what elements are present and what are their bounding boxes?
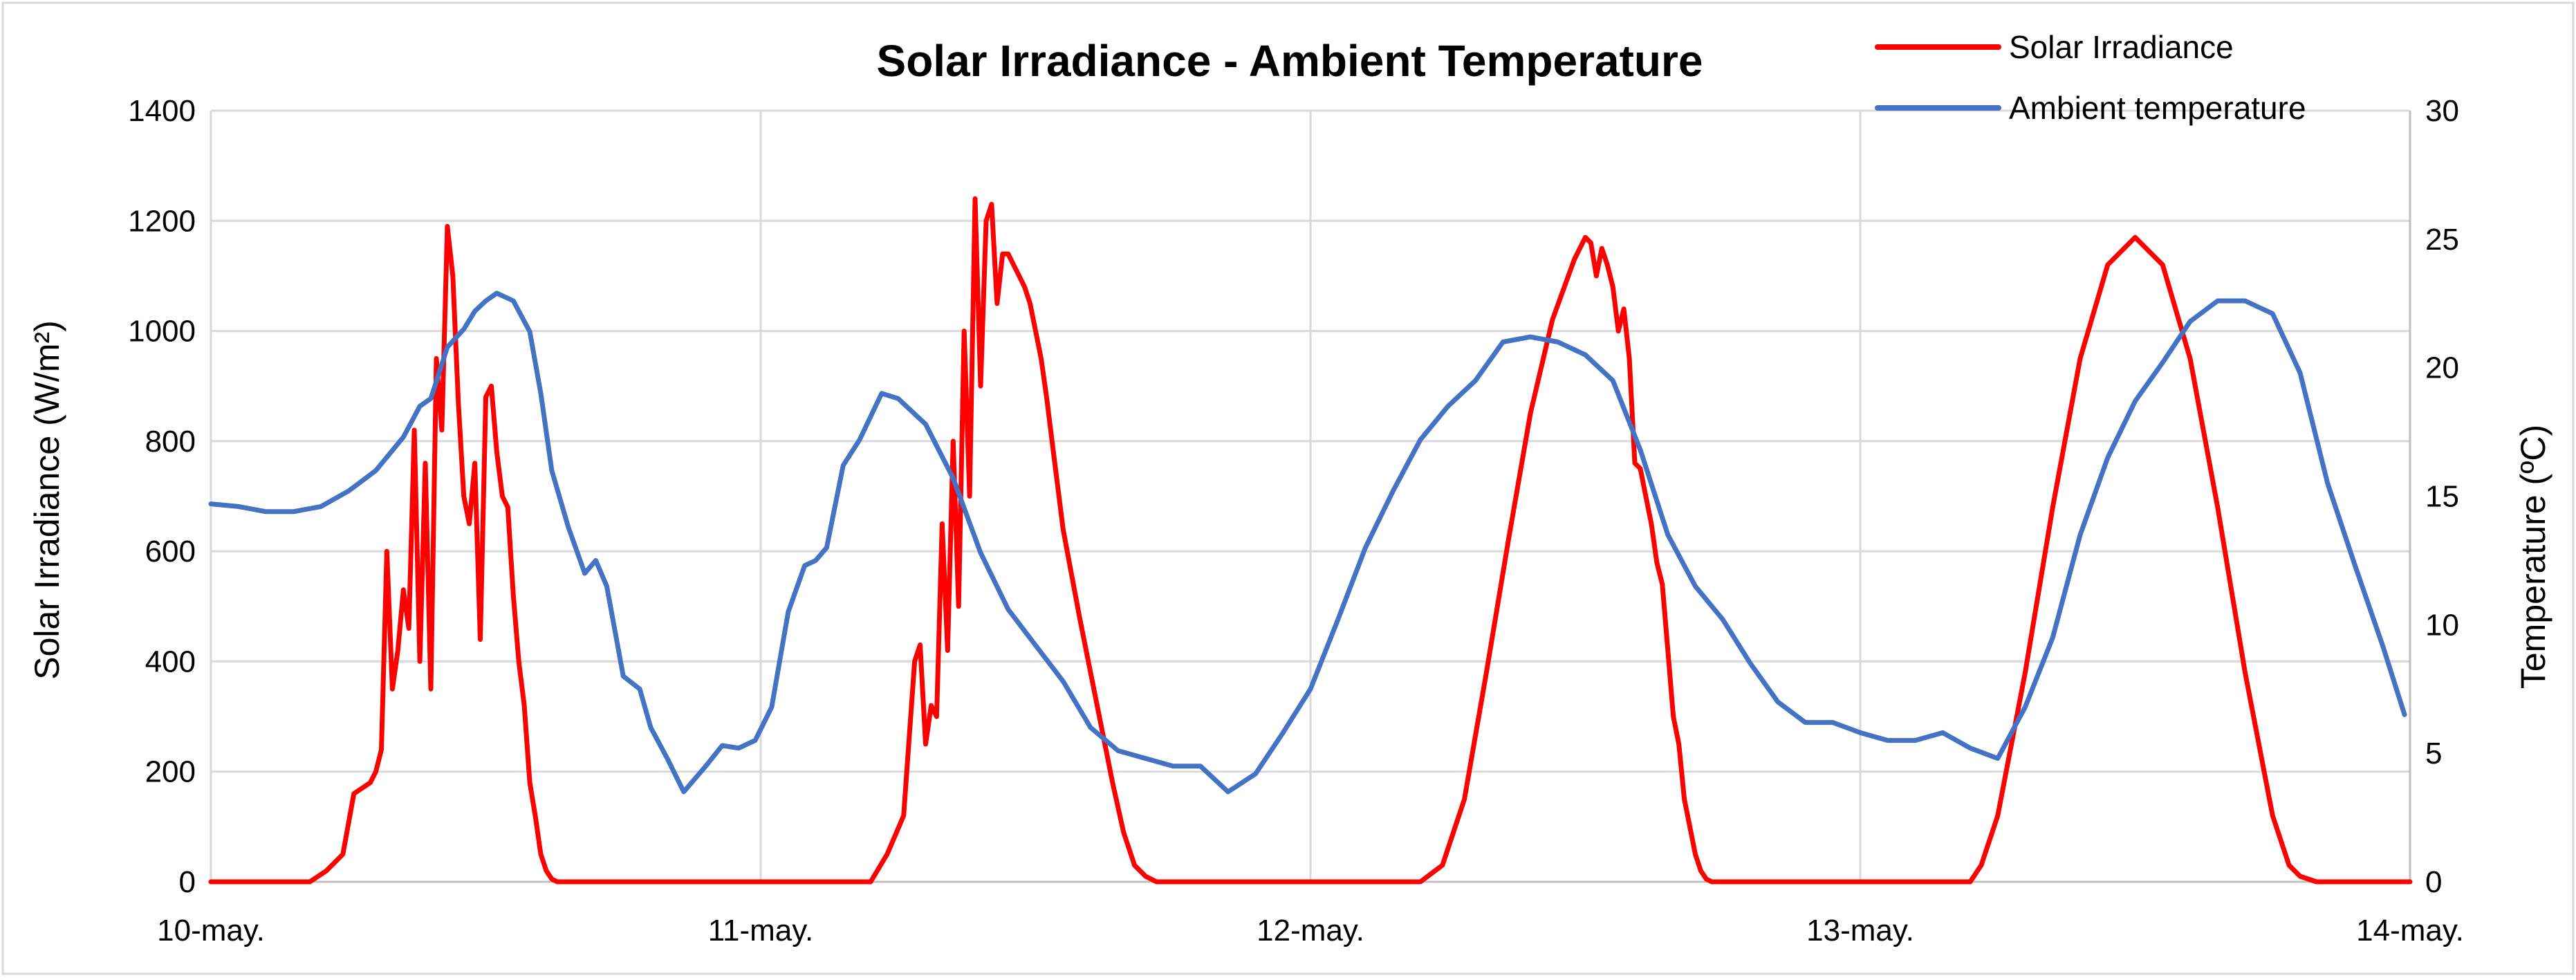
y-tick-label-right: 0: [2425, 865, 2442, 899]
legend: Solar Irradiance Ambient temperature: [1875, 29, 2306, 126]
y-tick-label-left: 400: [145, 645, 196, 678]
y-axis-title-left: Solar Irradiance (W/m²): [28, 320, 66, 680]
legend-label-solar-irradiance: Solar Irradiance: [2009, 29, 2234, 65]
y-tick-label-right: 25: [2425, 223, 2459, 257]
x-tick-label: 10-may.: [157, 914, 265, 947]
y-tick-label-left: 800: [145, 425, 196, 459]
legend-label-ambient-temperature: Ambient temperature: [2009, 90, 2306, 126]
x-tick-label: 14-may.: [2356, 914, 2464, 947]
y-tick-label-left: 200: [145, 755, 196, 789]
y-tick-label-right: 10: [2425, 608, 2459, 642]
y-tick-label-right: 20: [2425, 351, 2459, 385]
x-tick-label: 12-may.: [1257, 914, 1364, 947]
y-tick-label-left: 600: [145, 535, 196, 568]
x-tick-label: 13-may.: [1806, 914, 1914, 947]
series-line-solar-irradiance: [208, 196, 2413, 885]
y-tick-label-left: 0: [179, 865, 196, 899]
y-tick-label-left: 1400: [128, 94, 196, 128]
y-tick-label-right: 5: [2425, 737, 2442, 770]
y-axis-title-right: Temperature (ºC): [2514, 425, 2552, 689]
x-tick-label: 11-may.: [708, 914, 813, 947]
y-tick-label-right: 15: [2425, 480, 2459, 514]
y-tick-label-right: 30: [2425, 94, 2459, 128]
series-lines: [208, 196, 2413, 885]
series-line-ambient-temperature: [208, 290, 2407, 795]
y-tick-label-left: 1000: [128, 315, 196, 349]
y-tick-label-left: 1200: [128, 204, 196, 238]
chart-title: Solar Irradiance - Ambient Temperature: [877, 36, 1703, 86]
